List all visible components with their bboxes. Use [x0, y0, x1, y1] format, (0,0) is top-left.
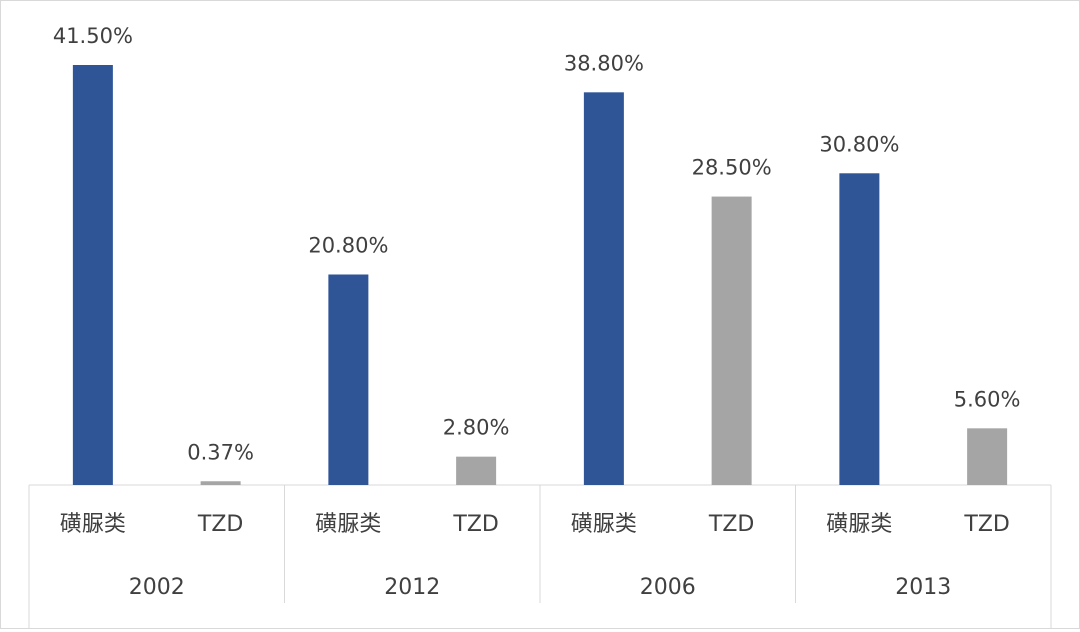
group-label: 2013 [895, 575, 951, 600]
bar [72, 65, 113, 485]
bar [711, 196, 752, 485]
category-label: 磺脲类 [571, 512, 637, 537]
category-label: TZD [452, 512, 498, 537]
group-label: 2002 [129, 575, 185, 600]
data-label: 20.80% [308, 233, 388, 257]
category-label: 磺脲类 [826, 512, 892, 537]
data-label: 0.37% [187, 440, 254, 464]
data-label: 38.80% [564, 51, 644, 75]
group-label: 2012 [384, 575, 440, 600]
data-label: 2.80% [443, 416, 510, 440]
bar [328, 274, 369, 485]
category-label: TZD [963, 512, 1009, 537]
data-label: 28.50% [692, 156, 772, 180]
category-label: 磺脲类 [315, 512, 381, 537]
category-label: 磺脲类 [60, 512, 126, 537]
bar [839, 173, 880, 485]
bar [200, 481, 241, 485]
group-label: 2006 [640, 575, 696, 600]
category-label: TZD [197, 512, 243, 537]
bar [456, 456, 497, 485]
category-label: TZD [708, 512, 754, 537]
data-label: 41.50% [53, 24, 133, 48]
data-label: 30.80% [819, 132, 899, 156]
bar [583, 92, 624, 485]
data-label: 5.60% [954, 387, 1021, 411]
bar [967, 428, 1008, 485]
